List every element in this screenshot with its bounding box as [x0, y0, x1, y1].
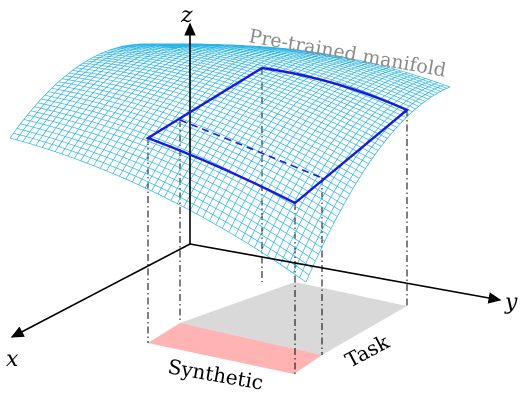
x-axis [10, 243, 191, 338]
mesh-line [228, 64, 378, 233]
x-axis-label: x [6, 347, 19, 372]
mesh-line [247, 68, 396, 244]
mesh-line [260, 72, 408, 252]
mesh-line [124, 45, 410, 115]
mesh-line [286, 80, 432, 269]
mesh-line [58, 81, 350, 195]
axes [10, 22, 502, 338]
mesh-line [131, 44, 416, 110]
mesh-line [169, 45, 451, 88]
mesh-line [62, 78, 354, 189]
mesh-line [299, 84, 445, 278]
manifold-patch-outline [145, 66, 410, 205]
mesh-line [221, 62, 371, 229]
mesh-line [241, 67, 390, 240]
projection-lines [147, 68, 408, 374]
mesh-line [96, 54, 385, 143]
y-axis [189, 243, 502, 304]
mesh-line [215, 61, 365, 225]
mesh-line [162, 44, 444, 91]
synthetic-region [148, 323, 322, 374]
mesh-line [209, 59, 359, 222]
mesh-line [273, 76, 420, 261]
task-region [180, 282, 407, 355]
manifold-mesh [9, 43, 451, 283]
mesh-line [93, 56, 382, 147]
mesh-line [121, 46, 407, 118]
z-axis-label: z [180, 3, 193, 28]
y-axis-label: y [504, 290, 518, 315]
mesh-line [234, 65, 384, 237]
mesh-line [254, 70, 402, 248]
mesh-line [166, 44, 448, 89]
mesh-line [305, 86, 451, 283]
mesh-line [267, 74, 414, 257]
manifold-patch-dashed [179, 119, 323, 179]
mesh-line [279, 78, 426, 265]
